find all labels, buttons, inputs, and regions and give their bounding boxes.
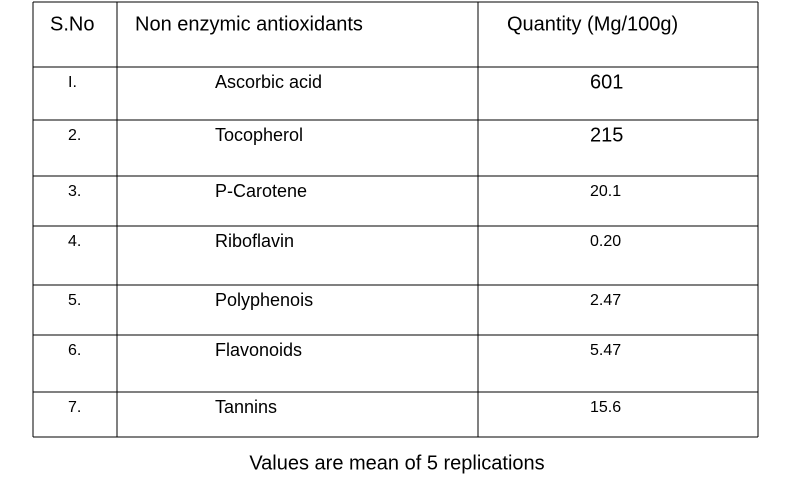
serial-cell: 4. — [68, 233, 81, 250]
serial-cell: 5. — [68, 292, 81, 309]
name-cell: Tannins — [215, 397, 277, 417]
quantity-cell: 601 — [590, 71, 623, 93]
quantity-cell: 15.6 — [590, 399, 621, 416]
name-cell: Polyphenois — [215, 290, 313, 310]
header-cell: Quantity (Mg/100g) — [507, 13, 678, 35]
name-cell: Riboflavin — [215, 231, 294, 251]
quantity-cell: 5.47 — [590, 342, 621, 359]
caption: Values are mean of 5 replications — [249, 452, 544, 474]
name-cell: Flavonoids — [215, 340, 302, 360]
serial-cell: 2. — [68, 127, 81, 144]
name-cell: Tocopherol — [215, 125, 303, 145]
serial-cell: 7. — [68, 399, 81, 416]
quantity-cell: 20.1 — [590, 183, 621, 200]
header-cell: S.No — [50, 13, 94, 35]
quantity-cell: 2.47 — [590, 292, 621, 309]
name-cell: P-Carotene — [215, 181, 307, 201]
quantity-cell: 215 — [590, 124, 623, 146]
serial-cell: 6. — [68, 342, 81, 359]
serial-cell: I. — [68, 74, 77, 91]
header-cell: Non enzymic antioxidants — [135, 13, 363, 35]
name-cell: Ascorbic acid — [215, 72, 322, 92]
quantity-cell: 0.20 — [590, 233, 621, 250]
serial-cell: 3. — [68, 183, 81, 200]
